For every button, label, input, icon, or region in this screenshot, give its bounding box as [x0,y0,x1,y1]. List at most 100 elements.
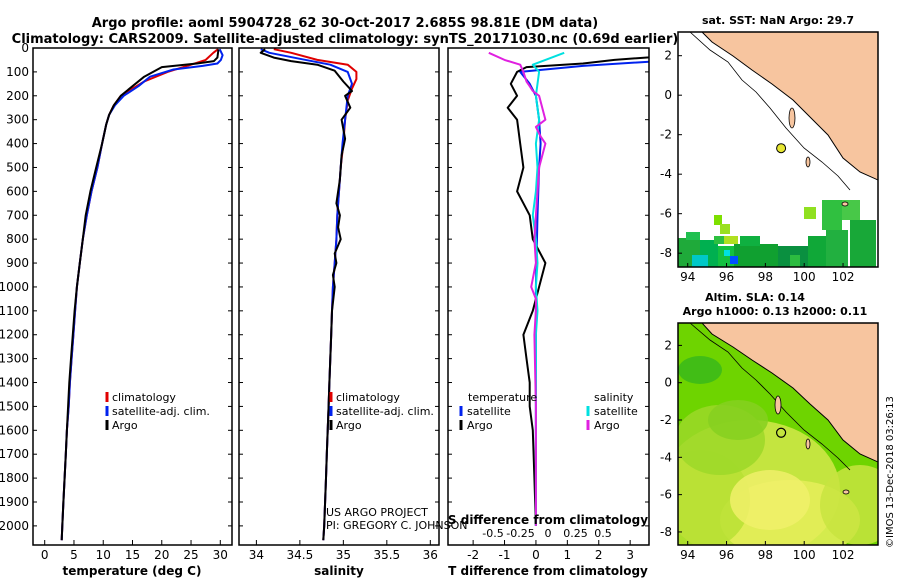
sst-map-cell [740,236,760,246]
difference-salinity-xtick-label: 0 [545,527,552,540]
difference-salinity-xtick-label: -0.25 [506,527,534,540]
salinity-series-1 [260,48,353,541]
sst-map-cell [686,232,700,240]
altimetry-map-xtick-label: 94 [680,548,695,562]
temperature-xtick-label: 30 [213,548,228,562]
depth-ytick-label: 1400 [0,376,29,390]
sst-map-xtick-label: 100 [793,270,816,284]
temperature-panel: 0 5 10 15 20 25 300100200300400500600700800900… [0,41,233,578]
sst-map-cell [714,215,722,225]
difference-xtick-label: 0 [532,548,540,562]
depth-ytick-label: 0 [21,41,29,55]
altimetry-map-xtick-label: 98 [758,548,773,562]
temperature-xtick-label: 15 [125,548,140,562]
difference-legend-temperature-header: temperature [468,391,537,404]
difference-xtick-label: 2 [595,548,603,562]
sst-map-land [701,32,878,181]
depth-ytick-label: 1500 [0,399,29,413]
altimetry-map-ytick-label: 0 [664,376,672,390]
temperature-xlabel: temperature (deg C) [63,564,202,578]
altimetry-map-title: Altim. SLA: 0.14 [705,291,805,304]
sst-map-island-small [805,156,811,168]
altimetry-map-island-small [805,438,811,450]
difference-legend-right-label: satellite [594,405,638,418]
altimetry-map-frame [677,322,879,546]
temperature-series-0 [60,48,219,541]
difference-xtick-label: -1 [499,548,511,562]
sst-map-ytick-label: -8 [660,246,672,260]
salinity-frame [238,47,440,546]
sst-map-ytick-label: -2 [660,128,672,142]
sst-map-cell [850,220,876,267]
sst-map-argo-marker [776,143,787,154]
salinity-series-2 [259,48,353,541]
sst-map-xtick-label: 102 [832,270,855,284]
altimetry-map-ytick-label: 2 [664,338,672,352]
altimetry-map-blob [678,356,722,384]
difference-series-3 [488,51,547,526]
difference-salinity-xtick-label: -0.5 [482,527,503,540]
sst-map-ytick-label: -4 [660,167,672,181]
depth-ytick-label: 300 [6,113,29,127]
sst-map-cell [808,236,826,267]
altimetry-map-subtitle: Argo h1000: 0.13 h2000: 0.11 [683,305,868,318]
altimetry-map-blob [708,400,768,440]
temperature-xtick-label: 0 [41,548,49,562]
temperature-legend-label: Argo [112,419,138,432]
altimetry-map-blob [678,450,750,545]
altimetry-map-island-south [842,489,850,495]
difference-panel: -2 -1 0 1 2 3-0.5 -0.25 0 0.25 0.5 temperature sal… [447,47,650,578]
figure-title-line2: Climatology: CARS2009. Satellite-adjuste… [12,32,679,47]
salinity-panel: 34 34.5 35 35.5 36 climatologysatellite-adj.… [238,47,467,578]
depth-ytick-label: 1900 [0,495,29,509]
difference-legend-right-label: Argo [594,419,620,432]
depth-ytick-label: 1700 [0,447,29,461]
depth-ytick-label: 1600 [0,423,29,437]
altimetry-map-island [774,395,782,415]
sst-map-cell [804,207,816,219]
sst-map-xtick-label: 96 [719,270,734,284]
altimetry-map-ytick-label: -2 [660,413,672,427]
sst-map-bathymetry-contour [689,32,851,191]
salinity-xtick-label: 36 [423,548,438,562]
temperature-legend-label: climatology [112,391,176,404]
altimetry-map-blob [820,465,878,545]
imos-stamp: ©IMOS 13-Dec-2018 03:26:13 [885,396,896,548]
watermark-pi: PI: GREGORY C. JOHNSON [326,519,467,532]
depth-ytick-label: 700 [6,208,29,222]
temperature-series-1 [60,48,224,541]
difference-series-0 [519,60,649,526]
salinity-legend-label: Argo [336,419,362,432]
figure-title-line1: Argo profile: aoml 5904728_62 30-Oct-201… [92,16,598,31]
depth-ytick-label: 100 [6,65,29,79]
depth-ytick-label: 1000 [0,280,29,294]
difference-salinity-xtick-label: 0.5 [594,527,612,540]
sst-map-cell [730,256,738,264]
depth-ytick-label: 1300 [0,352,29,366]
sst-map-cell [724,250,730,256]
altimetry-map-xtick-label: 100 [793,548,816,562]
difference-xtick-label: 3 [626,548,634,562]
difference-legend-left-label: Argo [467,419,493,432]
salinity-xtick-label: 35 [336,548,351,562]
depth-ytick-label: 1100 [0,304,29,318]
temperature-legend-label: satellite-adj. clim. [112,405,210,418]
altimetry-map-argo-marker [776,427,787,438]
altimetry-map-panel: Altim. SLA: 0.14 Argo h1000: 0.13 h2000:… [660,291,879,562]
depth-ytick-label: 200 [6,89,29,103]
sst-map-cell [714,236,724,244]
salinity-xtick-label: 34.5 [287,548,314,562]
sst-map-ytick-label: 0 [664,88,672,102]
depth-ytick-label: 1200 [0,328,29,342]
temperature-xtick-label: 10 [96,548,111,562]
depth-ytick-label: 2000 [0,519,29,533]
altimetry-map-bathymetry-contour [689,323,851,471]
sst-map-ytick-label: -6 [660,207,672,221]
sst-map-frame [677,31,879,268]
depth-ytick-label: 1800 [0,471,29,485]
difference-series-1 [506,56,649,526]
difference-top-xlabel: S difference from climatology [448,513,648,527]
depth-ytick-label: 600 [6,184,29,198]
sst-map-island-south [841,201,849,207]
